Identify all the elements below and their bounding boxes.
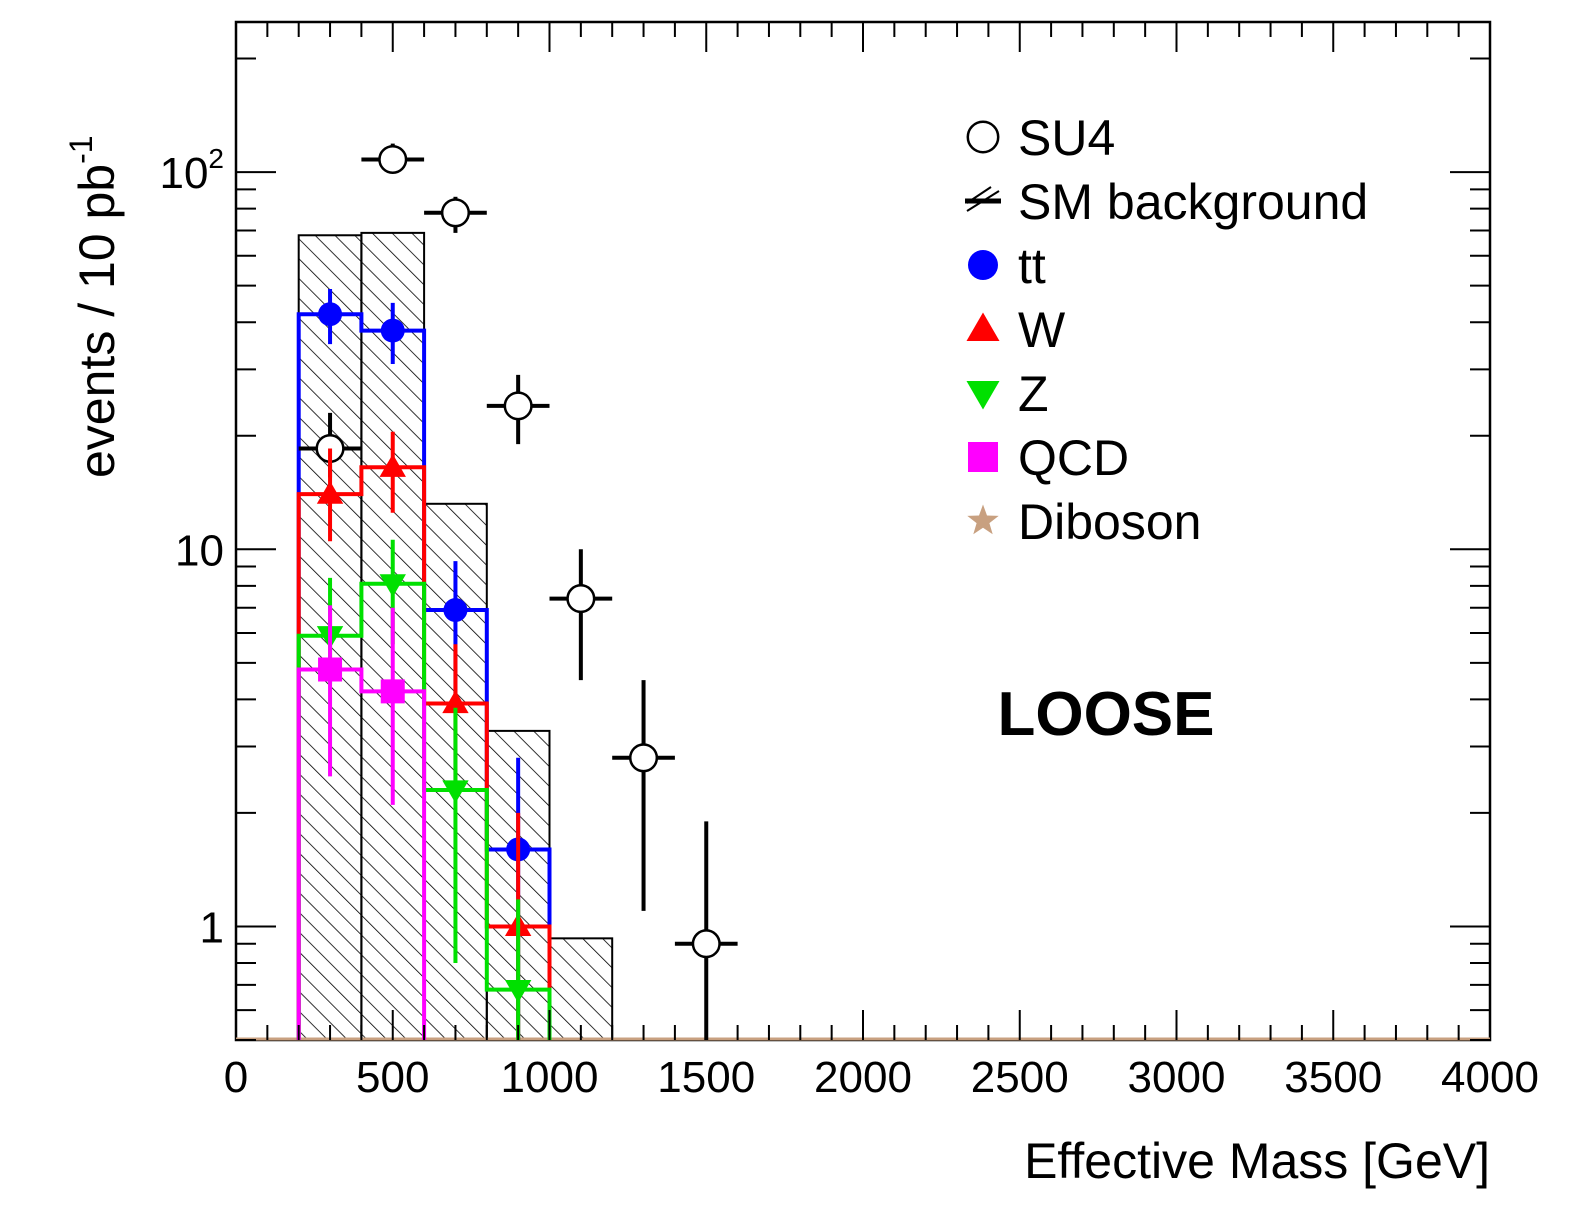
- points-layer: [298, 143, 738, 1040]
- qcd-point: [318, 657, 343, 682]
- ticks-layer: [236, 22, 1490, 1041]
- w-point: [379, 454, 406, 477]
- legend-su4-icon: [966, 120, 1000, 154]
- y-tick-label: 1: [200, 903, 224, 952]
- tt-point: [380, 318, 405, 343]
- y-tick-label-base: 10: [159, 149, 208, 198]
- x-tick-label: 3500: [1284, 1053, 1382, 1102]
- su4-point: [503, 391, 533, 421]
- x-tick-label: 1000: [501, 1053, 599, 1102]
- y-axis-title-main: events / 10 pb: [69, 164, 125, 478]
- legend-qcd-icon: [968, 442, 998, 472]
- legend: SU4 SM background tt WZ QCD Diboson: [965, 110, 1368, 550]
- x-tick-label: 2500: [971, 1053, 1069, 1102]
- y-tick-label: 102: [159, 143, 224, 198]
- legend-label-qcd: QCD: [1018, 430, 1129, 486]
- y-tick-label-exponent: 2: [208, 143, 224, 174]
- z-point: [379, 574, 406, 597]
- histogram-layer: [236, 312, 1490, 1041]
- legend-label-su4: SU4: [1018, 110, 1115, 166]
- su4-point: [691, 929, 721, 959]
- w-point: [442, 690, 469, 714]
- x-tick-label: 2000: [814, 1053, 912, 1102]
- x-tick-label: 0: [224, 1053, 248, 1102]
- legend-tt-icon: [968, 250, 998, 280]
- y-tick-label-base: 1: [200, 903, 224, 952]
- z-point: [504, 980, 532, 1003]
- x-tick-label: 4000: [1441, 1053, 1539, 1102]
- qcd-point: [380, 679, 405, 704]
- legend-label-tt: tt: [1018, 238, 1046, 294]
- w-point: [316, 480, 344, 504]
- su4-point: [378, 144, 408, 175]
- legend-diboson-icon: [967, 504, 999, 535]
- y-tick-label: 10: [175, 526, 224, 575]
- hist-qcd: [296, 667, 427, 1040]
- su4-point: [629, 743, 659, 773]
- legend-label-w: W: [1018, 302, 1066, 358]
- legend-label-diboson: Diboson: [1018, 494, 1201, 550]
- tt-point: [443, 598, 468, 623]
- legend-label-z: Z: [1018, 366, 1049, 422]
- y-axis-title: events / 10 pb-1: [63, 135, 125, 478]
- tt-point: [318, 302, 343, 327]
- sm-background-bin: [548, 937, 614, 1041]
- y-axis-title-sup: -1: [63, 135, 99, 163]
- su4-point: [566, 584, 596, 614]
- annotation-loose: LOOSE: [997, 680, 1214, 749]
- legend-z-icon: [966, 381, 1000, 410]
- z-point: [442, 780, 469, 804]
- legend-label-sm-background: SM background: [1018, 174, 1368, 230]
- x-tick-label: 500: [356, 1053, 429, 1102]
- y-tick-label-base: 10: [175, 526, 224, 575]
- x-axis-title: Effective Mass [GeV]: [1024, 1133, 1490, 1189]
- su4-point: [440, 198, 471, 228]
- x-tick-label: 3000: [1128, 1053, 1226, 1102]
- x-tick-label: 1500: [657, 1053, 755, 1102]
- legend-w-icon: [966, 312, 1000, 341]
